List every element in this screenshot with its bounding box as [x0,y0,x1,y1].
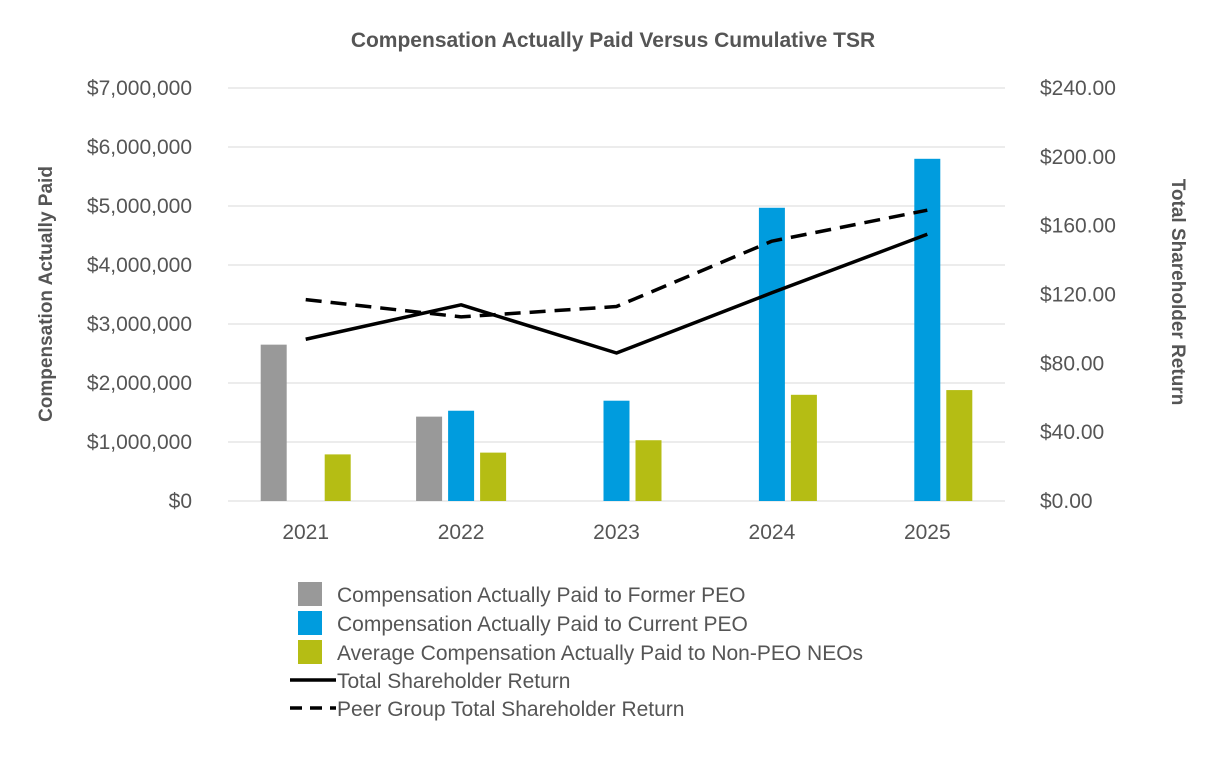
grid-lines [228,87,1005,502]
y-tick-label-right: $120.00 [1040,284,1116,307]
bar-former-peo [416,416,443,501]
y-tick-label-right: $80.00 [1040,352,1104,375]
y-tick-label-left: $5,000,000 [87,195,192,218]
legend-label: Average Compensation Actually Paid to No… [337,642,863,665]
line-peer-group-tsr [305,208,928,319]
y-axis-left: $0 $1,000,000 $2,000,000 $3,000,000 $4,000,0… [87,77,192,513]
bar-former-peo [260,344,287,501]
x-tick-label: 2022 [438,521,485,544]
x-tick-label: 2023 [593,521,640,544]
y-tick-label-right: $240.00 [1040,77,1116,100]
y-tick-label-right: $40.00 [1040,421,1104,444]
y-tick-label-left: $6,000,000 [87,136,192,159]
y-axis-right-title: Total Shareholder Return [1167,179,1188,406]
lines [305,208,928,355]
line-total-shareholder-return [305,232,928,355]
legend-swatch [298,611,322,635]
y-tick-label-right: $0.00 [1040,490,1093,513]
y-tick-label-left: $4,000,000 [87,254,192,277]
bar-non-peo-neos [790,394,817,501]
legend: Compensation Actually Paid to Former PEO… [290,582,863,721]
bar-non-peo-neos [324,454,351,501]
x-tick-label: 2021 [282,521,329,544]
bar-current-peo [448,410,475,501]
y-tick-label-left: $0 [169,490,192,513]
bars [260,158,973,502]
legend-swatch [298,640,322,664]
x-axis: 2021 2022 2023 2024 2025 [282,521,950,544]
x-tick-label: 2024 [749,521,796,544]
y-axis-right: $0.00 $40.00 $80.00 $120.00 $160.00 $200.00 $2… [1040,77,1116,513]
bar-current-peo [603,400,630,501]
bar-non-peo-neos [635,440,662,501]
legend-label: Total Shareholder Return [337,670,570,693]
legend-swatch [298,582,322,606]
y-tick-label-right: $200.00 [1040,146,1116,169]
y-tick-label-left: $2,000,000 [87,372,192,395]
y-tick-label-left: $7,000,000 [87,77,192,100]
legend-label: Compensation Actually Paid to Former PEO [337,584,746,607]
y-tick-label-left: $1,000,000 [87,431,192,454]
legend-label: Compensation Actually Paid to Current PE… [337,613,748,636]
y-tick-label-left: $3,000,000 [87,313,192,336]
chart-title: Compensation Actually Paid Versus Cumula… [351,29,875,52]
y-tick-label-right: $160.00 [1040,215,1116,238]
bar-non-peo-neos [946,390,973,501]
y-axis-left-title: Compensation Actually Paid [36,166,57,422]
legend-label: Peer Group Total Shareholder Return [337,698,684,721]
x-tick-label: 2025 [904,521,951,544]
bar-non-peo-neos [480,452,507,501]
bar-current-peo [914,158,941,502]
bar-current-peo [758,207,785,501]
